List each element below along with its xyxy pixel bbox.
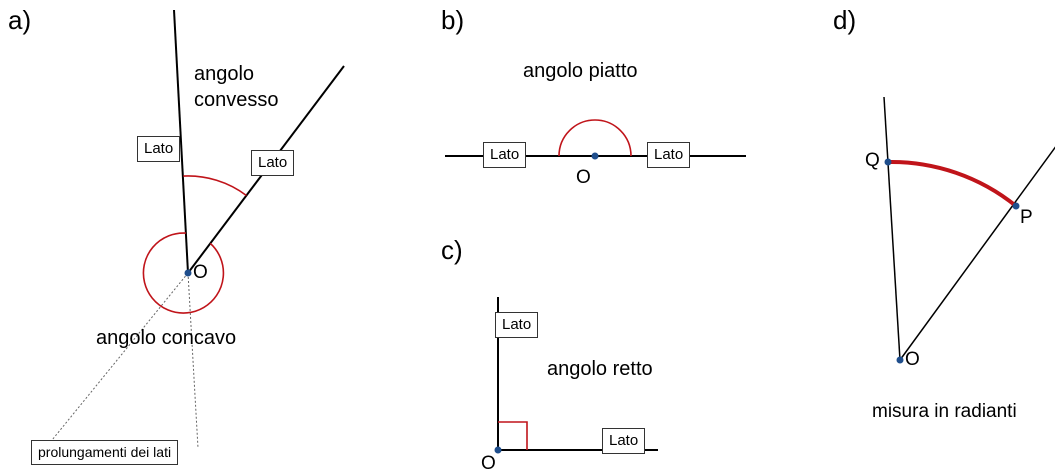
panel-a-concave-arc <box>142 232 225 314</box>
panel-b-caption: angolo piatto <box>523 60 638 82</box>
panel-a-convex-caption-line2: convesso <box>194 89 279 111</box>
panel-b-straight-arc <box>558 119 632 157</box>
panel-b-side-label-left: Lato <box>483 142 527 168</box>
panel-a-convex-arc <box>183 175 247 197</box>
panel-c-vertex-label: O <box>481 453 496 474</box>
panel-a-side-label-2: Lato <box>251 150 295 176</box>
panel-a-extension-1 <box>47 272 189 446</box>
panel-a-vertex-point <box>184 269 192 277</box>
panel-c-caption: angolo retto <box>547 358 653 380</box>
panel-a-vertex-label: O <box>193 262 208 283</box>
panel-a-convex-caption-line1: angolo <box>194 63 255 85</box>
panel-c-vertex-point <box>494 446 502 454</box>
panel-d-vertex-label: O <box>905 349 920 370</box>
panel-a-extension-2 <box>187 272 199 449</box>
panel-d-letter: d) <box>833 5 857 35</box>
panel-b-letter: b) <box>441 5 465 35</box>
panel-d-side-q <box>883 96 901 361</box>
panel-a-extensions-label: prolungamenti dei lati <box>31 440 179 465</box>
panel-c-side-label-horizontal: Lato <box>602 428 646 454</box>
panel-d-point-p-label: P <box>1020 207 1033 228</box>
panel-c-right-angle-mark <box>498 421 528 450</box>
panel-a-side-1 <box>173 9 189 274</box>
panel-d-point-q <box>884 158 892 166</box>
panel-d-point-q-label: Q <box>865 150 880 171</box>
panel-d-vertex-point <box>896 356 904 364</box>
panel-a-letter: a) <box>8 5 32 35</box>
panel-a-side-label-1: Lato <box>137 136 181 162</box>
panel-b-vertex-point <box>591 152 599 160</box>
panel-d-radian-arc <box>887 159 1018 208</box>
panel-c-letter: c) <box>441 235 463 265</box>
panel-d <box>883 96 1055 364</box>
panel-b-side-label-right: Lato <box>647 142 691 168</box>
panel-d-caption: misura in radianti <box>872 401 1017 422</box>
panel-b-vertex-label: O <box>576 167 591 188</box>
panel-a-concave-caption: angolo concavo <box>96 327 237 349</box>
panel-d-point-p <box>1012 202 1020 210</box>
panel-c-side-label-vertical: Lato <box>495 312 539 338</box>
panel-d-side-p <box>899 146 1055 361</box>
panel-a <box>47 9 345 449</box>
